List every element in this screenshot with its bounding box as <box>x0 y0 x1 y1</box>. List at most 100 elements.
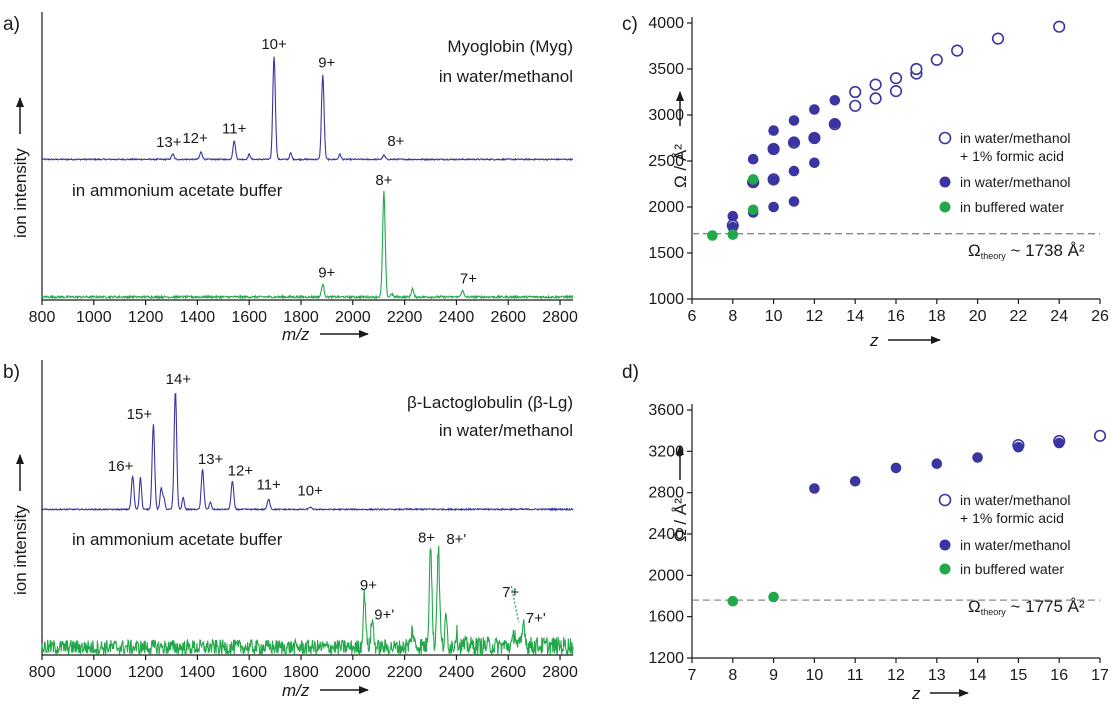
panel-c-y-tick-label: 1000 <box>648 291 684 308</box>
panel-c-buffer-point <box>747 204 759 216</box>
panel-b-peak-label: 14+ <box>166 371 192 388</box>
panel-a-peak-label: 13+ <box>156 134 182 151</box>
panel-c-y-tick-label: 1500 <box>648 245 684 262</box>
panel-d-legend-open-label2: + 1% formic acid <box>960 510 1064 526</box>
panel-b-x-tick-label: 2600 <box>490 664 526 681</box>
panel-b-peak-label: 13+ <box>198 451 224 468</box>
panel-c-x-tick-label: 14 <box>846 308 864 325</box>
panel-d-filled-point <box>1053 437 1065 449</box>
panel-b-x-tick-label: 1400 <box>180 664 216 681</box>
panel-a-x-tick-label: 1200 <box>128 309 164 326</box>
panel-d-x-tick-label: 7 <box>688 667 697 684</box>
panel-d-y-tick-label: 3600 <box>648 402 684 419</box>
panel-c-filled-point <box>809 132 820 144</box>
panel-a-x-tick-label: 1600 <box>231 309 267 326</box>
panel-c-filled-point <box>768 125 779 136</box>
panel-a-x-tick-label: 2200 <box>387 309 423 326</box>
panel-a-trace-top <box>41 56 574 162</box>
panel-b-peak-label: 8+' <box>446 531 466 548</box>
panel-c-filled-point <box>788 136 800 147</box>
panel-d-legend-open-label: in water/methanol <box>960 492 1071 508</box>
panel-d-theory-sub: theory <box>981 607 1007 617</box>
panel-c-theory-symbol: Ω <box>968 241 981 260</box>
panel-c-open-point <box>1053 20 1066 33</box>
panel-b-x-tick-label: 1200 <box>128 664 164 681</box>
panel-b-peak-label: 7+ <box>502 584 519 601</box>
panel-b-x-tick-label: 2200 <box>387 664 423 681</box>
panel-b-trace-bottom <box>41 545 574 656</box>
panel-c-legend-filled-label: in water/methanol <box>960 174 1071 190</box>
panel-d-buffer-point <box>727 595 739 607</box>
panel-a-peak-label: 8+ <box>387 133 404 150</box>
panel-b: b) β-Lactoglobulin (β-Lg) in water/metha… <box>3 362 573 700</box>
panel-d-x-tick-label: 17 <box>1091 667 1109 684</box>
panel-d-open-point <box>1093 429 1107 442</box>
panel-b-protein-title: β-Lactoglobulin (β-Lg) <box>407 393 573 412</box>
panel-b-x-tick-label: 2800 <box>542 664 578 681</box>
panel-a-protein-title: Myoglobin (Myg) <box>447 37 573 56</box>
panel-c-buffer-point <box>727 229 739 240</box>
panel-a-xlabel: m/z <box>282 325 310 344</box>
panel-b-ylabel-group: ion intensity <box>11 454 30 595</box>
panel-c-open-point <box>849 85 862 99</box>
panel-d-x-tick-label: 8 <box>728 667 737 684</box>
panel-c-y-tick-label: 2500 <box>648 153 684 170</box>
panel-c-filled-point <box>788 115 800 126</box>
panel-c-legend: in water/methanol + 1% formic acid in wa… <box>938 130 1071 215</box>
panel-a-peak-label: 12+ <box>182 130 208 147</box>
panel-c-filled-point <box>809 157 820 169</box>
panel-c-y-tick-label: 3500 <box>648 61 684 78</box>
panel-c-filled-point <box>768 143 779 155</box>
panel-b-ylabel: ion intensity <box>11 505 30 595</box>
panel-a-trace-bottom <box>41 190 574 301</box>
panel-b-peak-label: 15+ <box>127 406 153 423</box>
panel-a-label: a) <box>3 14 20 35</box>
panel-c-ylabel-group: Ω / Å² <box>671 91 690 188</box>
panel-d-label: d) <box>622 362 639 383</box>
panel-c-theory-label: Ωtheory ~ 1738 Å² <box>968 241 1085 261</box>
panel-b-peak-label: 9+ <box>360 577 377 594</box>
panel-a-ylabel-group: ion intensity <box>11 97 30 238</box>
panel-d-filled-point <box>972 452 983 463</box>
panel-a-x-tick-label: 1800 <box>283 309 319 326</box>
panel-a-x-tick-label: 1400 <box>180 309 216 326</box>
panel-d-y-tick-label: 2000 <box>648 567 684 584</box>
panel-a-peak-label: 10+ <box>261 36 287 53</box>
panel-d-legend-filled-marker <box>939 539 951 551</box>
panel-a: a) Myoglobin (Myg) in water/methanol in … <box>3 14 573 344</box>
panel-c-theory-sub: theory <box>981 251 1007 261</box>
panel-c-label: c) <box>622 14 638 35</box>
panel-a-x-tick-label: 2000 <box>335 309 371 326</box>
panel-c-open-point <box>991 32 1005 45</box>
panel-c-x-tick-label: 12 <box>806 308 824 325</box>
panel-d-theory-label: Ωtheory ~ 1775 Å² <box>968 597 1085 617</box>
panel-d-xlabel: z <box>911 684 921 703</box>
panel-b-peak-label: 7+' <box>526 610 546 627</box>
panel-b-bottom-condition: in ammonium acetate buffer <box>72 530 283 549</box>
panel-c-filled-point <box>768 201 779 213</box>
panel-d-theory-symbol: Ω <box>968 597 981 616</box>
panel-d-filled-point <box>931 458 943 470</box>
panel-c-y-tick-label: 4000 <box>648 15 684 32</box>
panel-d-filled-point <box>890 462 902 474</box>
chart-marks: 800 1000 1200 1400 1600 1800 2000 2200 2400 2600 2… <box>29 12 1109 684</box>
panel-c-x-tick-label: 10 <box>765 308 783 325</box>
panel-d-legend-open-marker <box>938 493 952 507</box>
panel-c-y-tick-label: 2000 <box>648 199 684 216</box>
panel-b-peak-label: 11+ <box>256 476 281 493</box>
panel-c-filled-point <box>829 95 841 106</box>
panel-b-peak-label: 10+ <box>297 483 323 500</box>
panel-d-x-tick-label: 16 <box>1050 667 1068 684</box>
panel-c-legend-open-marker <box>938 131 952 145</box>
panel-b-x-tick-label: 1800 <box>283 664 319 681</box>
panel-d-ylabel-group: Ω / Å² <box>671 445 690 542</box>
panel-b-x-tick-label: 800 <box>29 664 56 681</box>
panel-c-x-tick-label: 8 <box>728 308 737 325</box>
panel-d-y-tick-label: 1200 <box>648 650 684 667</box>
panel-b-peak-label: 12+ <box>228 463 254 480</box>
panel-d-legend: in water/methanol + 1% formic acid in wa… <box>938 492 1071 577</box>
panel-b-peak-label: 8+ <box>418 530 435 547</box>
panel-b-xlabel: m/z <box>282 681 310 700</box>
panel-c-filled-point <box>727 221 739 233</box>
